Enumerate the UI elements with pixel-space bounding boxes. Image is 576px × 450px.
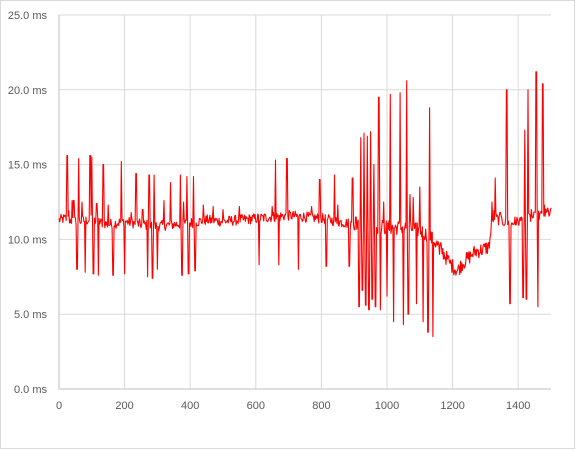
y-tick-label: 15.0 ms [8, 160, 48, 172]
x-tick-label: 1000 [375, 400, 399, 412]
grid-lines [59, 14, 551, 389]
x-tick-label: 0 [56, 400, 62, 412]
y-tick-label: 25.0 ms [8, 10, 48, 22]
x-tick-label: 400 [181, 400, 199, 412]
x-tick-label: 1400 [506, 400, 530, 412]
y-tick-label: 5.0 ms [14, 309, 48, 321]
y-tick-labels: 0.0 ms 5.0 ms 10.0 ms 15.0 ms 20.0 ms 25.0 ms [8, 10, 48, 396]
axes [58, 15, 551, 390]
series-line [58, 71, 552, 338]
x-tick-label: 200 [115, 400, 133, 412]
x-tick-labels: 0 200 400 600 800 1000 1200 1400 [56, 400, 531, 412]
y-tick-label: 20.0 ms [8, 85, 48, 97]
x-tick-label: 1200 [440, 400, 464, 412]
series-group [58, 71, 552, 338]
y-tick-label: 10.0 ms [8, 234, 48, 246]
x-tick-label: 800 [312, 400, 330, 412]
x-tick-label: 600 [247, 400, 265, 412]
y-tick-label: 0.0 ms [14, 384, 48, 396]
